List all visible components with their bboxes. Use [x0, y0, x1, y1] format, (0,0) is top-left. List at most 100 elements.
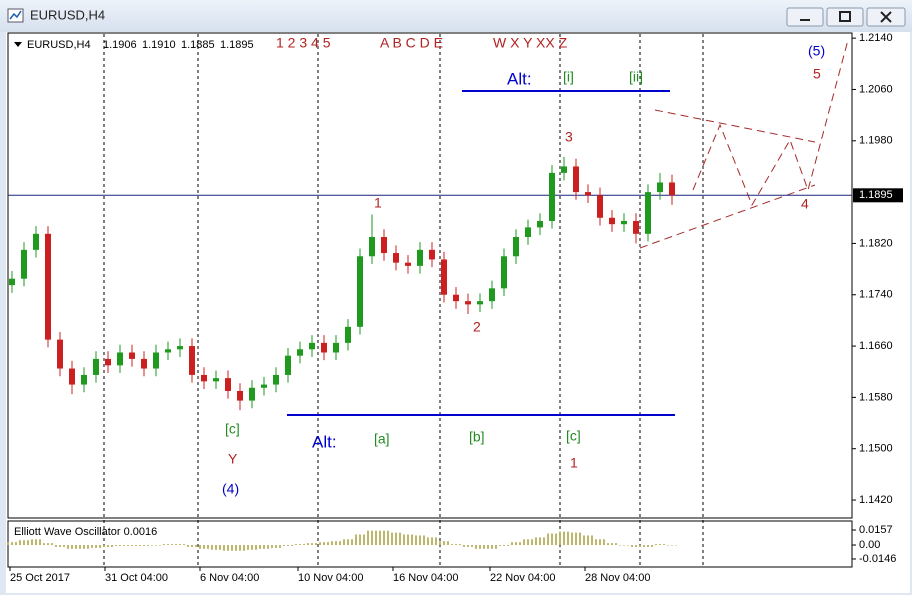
osc-bar	[631, 545, 633, 547]
osc-bar	[283, 545, 285, 546]
candle-body	[369, 237, 375, 257]
osc-bar	[255, 545, 257, 550]
osc-bar	[351, 539, 353, 546]
osc-bar	[127, 545, 129, 546]
candle-body	[465, 301, 471, 305]
osc-bar	[543, 537, 545, 546]
period-separators	[103, 34, 704, 566]
osc-bar	[623, 545, 625, 546]
candle-body	[393, 253, 399, 263]
wave-annotation: (4)	[222, 481, 239, 497]
osc-bar	[135, 545, 137, 546]
osc-bar	[335, 541, 337, 546]
candle-body	[561, 166, 567, 173]
osc-bar	[23, 540, 25, 546]
osc-bar	[547, 533, 549, 546]
osc-bar	[599, 539, 601, 546]
osc-bar	[199, 545, 201, 549]
quote-high: 1.1910	[142, 39, 176, 51]
osc-bar	[31, 539, 33, 546]
minimize-button[interactable]	[786, 7, 824, 27]
osc-bar	[303, 544, 305, 546]
osc-bar	[75, 545, 77, 549]
candle-body	[669, 182, 675, 196]
osc-bar	[411, 534, 413, 546]
osc-bar	[407, 534, 409, 546]
x-tick-label: 31 Oct 04:00	[105, 572, 168, 584]
osc-bar	[343, 539, 345, 546]
candle-body	[249, 387, 255, 401]
osc-bar	[603, 539, 605, 546]
quote-low: 1.1885	[181, 39, 215, 51]
osc-bar	[447, 541, 449, 546]
y-tick-label: 1.2140	[859, 32, 893, 44]
wave-annotation: (5)	[808, 43, 825, 59]
price-pane	[7, 32, 853, 519]
candle-body	[285, 355, 291, 375]
osc-bar	[271, 545, 273, 548]
osc-bar	[619, 545, 621, 546]
osc-bar	[207, 545, 209, 549]
osc-bar	[379, 530, 381, 546]
candle-body	[525, 227, 531, 238]
osc-bar	[299, 544, 301, 546]
osc-bar	[575, 532, 577, 546]
osc-bar	[115, 545, 117, 546]
window-title: EURUSD,H4	[30, 7, 105, 22]
osc-bar	[47, 543, 49, 546]
osc-bar	[131, 545, 133, 546]
maximize-button[interactable]	[826, 7, 864, 27]
candle-body	[429, 249, 435, 260]
osc-bar	[567, 531, 569, 546]
candle-body	[597, 195, 603, 218]
candle-body	[489, 288, 495, 302]
osc-bar	[35, 539, 37, 546]
osc-bar	[643, 545, 645, 547]
header-arrow	[14, 42, 22, 47]
wave-label: 1 2 3 4 5	[276, 35, 331, 51]
triangle-lower	[639, 184, 816, 249]
wave-annotation: [i]	[563, 69, 574, 85]
current-price-box	[853, 188, 903, 203]
osc-bar	[491, 545, 493, 549]
wave-annotation: 2	[473, 319, 481, 335]
y-tick-label: 1.1500	[859, 443, 893, 455]
forecast-lines	[639, 39, 849, 249]
wave-annotation: Y	[228, 451, 238, 467]
osc-bar	[663, 544, 665, 546]
candle-body	[57, 339, 63, 369]
osc-bar	[55, 545, 57, 547]
osc-bar	[111, 545, 113, 547]
osc-bar	[203, 545, 205, 549]
wave-annotation: 1	[374, 195, 382, 211]
x-tick-label: 6 Nov 04:00	[200, 572, 259, 584]
osc-bar	[471, 545, 473, 547]
osc-bar	[583, 535, 585, 546]
icon-graph	[9, 10, 22, 20]
osc-bar	[7, 542, 9, 546]
osc-bar	[311, 543, 313, 546]
osc-bar	[503, 545, 505, 546]
osc-bar	[227, 545, 229, 551]
candle-body	[129, 352, 135, 359]
osc-bar	[591, 535, 593, 546]
candle-body	[573, 166, 579, 193]
osc-bar	[431, 537, 433, 546]
candle-body	[81, 374, 87, 385]
candle-body	[297, 349, 303, 356]
osc-bar	[479, 545, 481, 549]
osc-bar	[79, 545, 81, 549]
candle-body	[33, 233, 39, 250]
osc-bar	[423, 535, 425, 546]
y-tick-label: 1.2060	[859, 83, 893, 95]
osc-bar	[215, 545, 217, 550]
candle-body	[477, 301, 483, 305]
osc-bar	[427, 537, 429, 546]
osc-bar	[519, 542, 521, 546]
osc-bar	[99, 545, 101, 548]
osc-bar	[435, 537, 437, 546]
osc-bar	[675, 545, 677, 546]
wave-annotation: [c]	[566, 428, 581, 444]
osc-bar	[139, 545, 141, 546]
osc-bar	[375, 530, 377, 546]
